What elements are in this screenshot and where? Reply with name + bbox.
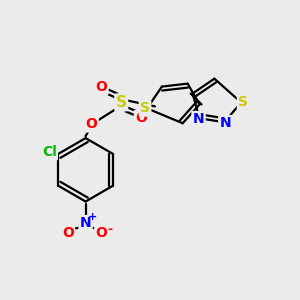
- Text: +: +: [88, 212, 97, 222]
- Text: Cl: Cl: [42, 145, 57, 159]
- Text: -: -: [108, 223, 113, 236]
- Text: O: O: [135, 111, 147, 125]
- Text: O: O: [62, 226, 74, 240]
- Text: S: S: [238, 95, 248, 110]
- Text: S: S: [140, 101, 150, 116]
- Text: O: O: [95, 226, 107, 240]
- Text: N: N: [80, 216, 92, 230]
- Text: S: S: [116, 95, 127, 110]
- Text: N: N: [220, 116, 231, 130]
- Text: O: O: [85, 117, 98, 131]
- Text: N: N: [193, 112, 204, 126]
- Text: O: O: [95, 80, 107, 94]
